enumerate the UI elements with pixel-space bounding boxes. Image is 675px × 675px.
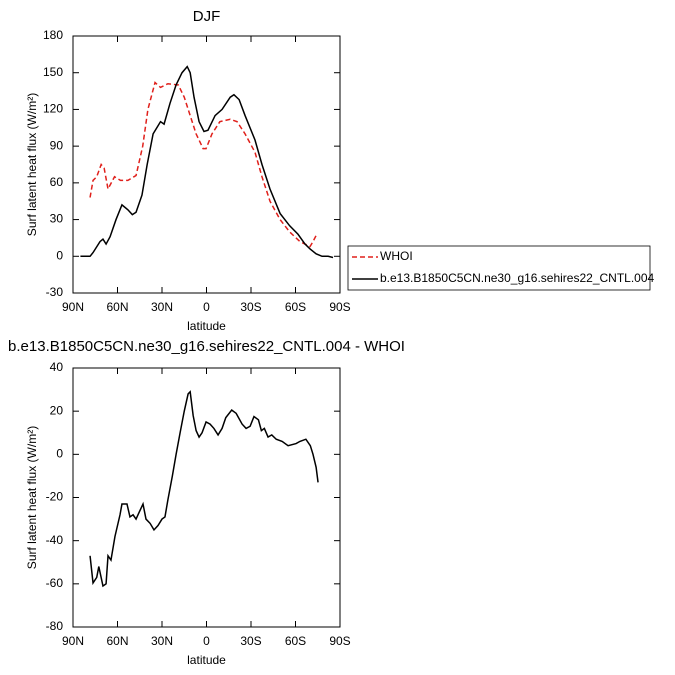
chart-title: b.e13.B1850C5CN.ne30_g16.sehires22_CNTL.… <box>8 338 405 355</box>
x-tick-label: 60S <box>285 634 306 648</box>
y-tick-label: 90 <box>50 138 64 152</box>
x-tick-label: 60N <box>106 634 128 648</box>
y-tick-label: -80 <box>46 619 64 633</box>
x-tick-label: 60N <box>106 300 128 314</box>
y-axis-label: Surf latent heat flux (W/m²) <box>25 93 39 236</box>
x-axis-label: latitude <box>187 653 226 667</box>
plot-frame <box>72 367 341 628</box>
y-tick-label: -60 <box>46 576 64 590</box>
series-line <box>80 65 334 259</box>
x-tick-label: 30N <box>151 300 173 314</box>
y-axis-label: Surf latent heat flux (W/m²) <box>25 426 39 569</box>
y-tick-label: 120 <box>43 102 63 116</box>
x-tick-label: 60S <box>285 300 306 314</box>
x-tick-label: 30N <box>151 634 173 648</box>
chart-title: DJF <box>193 8 221 25</box>
plot-frame <box>72 35 341 294</box>
x-tick-label: 0 <box>203 634 210 648</box>
x-tick-label: 30S <box>240 300 261 314</box>
y-tick-label: 180 <box>43 28 63 42</box>
y-tick-label: 30 <box>50 212 64 226</box>
y-tick-label: 40 <box>50 360 64 374</box>
y-tick-label: 20 <box>50 403 64 417</box>
y-tick-label: -40 <box>46 533 64 547</box>
y-tick-label: 150 <box>43 65 63 79</box>
x-tick-label: 90S <box>329 634 350 648</box>
y-tick-label: -20 <box>46 490 64 504</box>
series-line <box>89 390 319 588</box>
legend-label: WHOI <box>380 249 413 263</box>
x-tick-label: 90N <box>62 634 84 648</box>
y-tick-label: -30 <box>46 285 64 299</box>
legend-label: b.e13.B1850C5CN.ne30_g16.sehires22_CNTL.… <box>380 271 655 285</box>
legend-box <box>347 245 651 291</box>
series-line <box>89 81 317 248</box>
x-tick-label: 90N <box>62 300 84 314</box>
y-tick-label: 0 <box>56 248 63 262</box>
y-tick-label: 0 <box>56 447 63 461</box>
x-tick-label: 90S <box>329 300 350 314</box>
x-tick-label: 0 <box>203 300 210 314</box>
x-tick-label: 30S <box>240 634 261 648</box>
x-axis-label: latitude <box>187 319 226 333</box>
y-tick-label: 60 <box>50 175 64 189</box>
